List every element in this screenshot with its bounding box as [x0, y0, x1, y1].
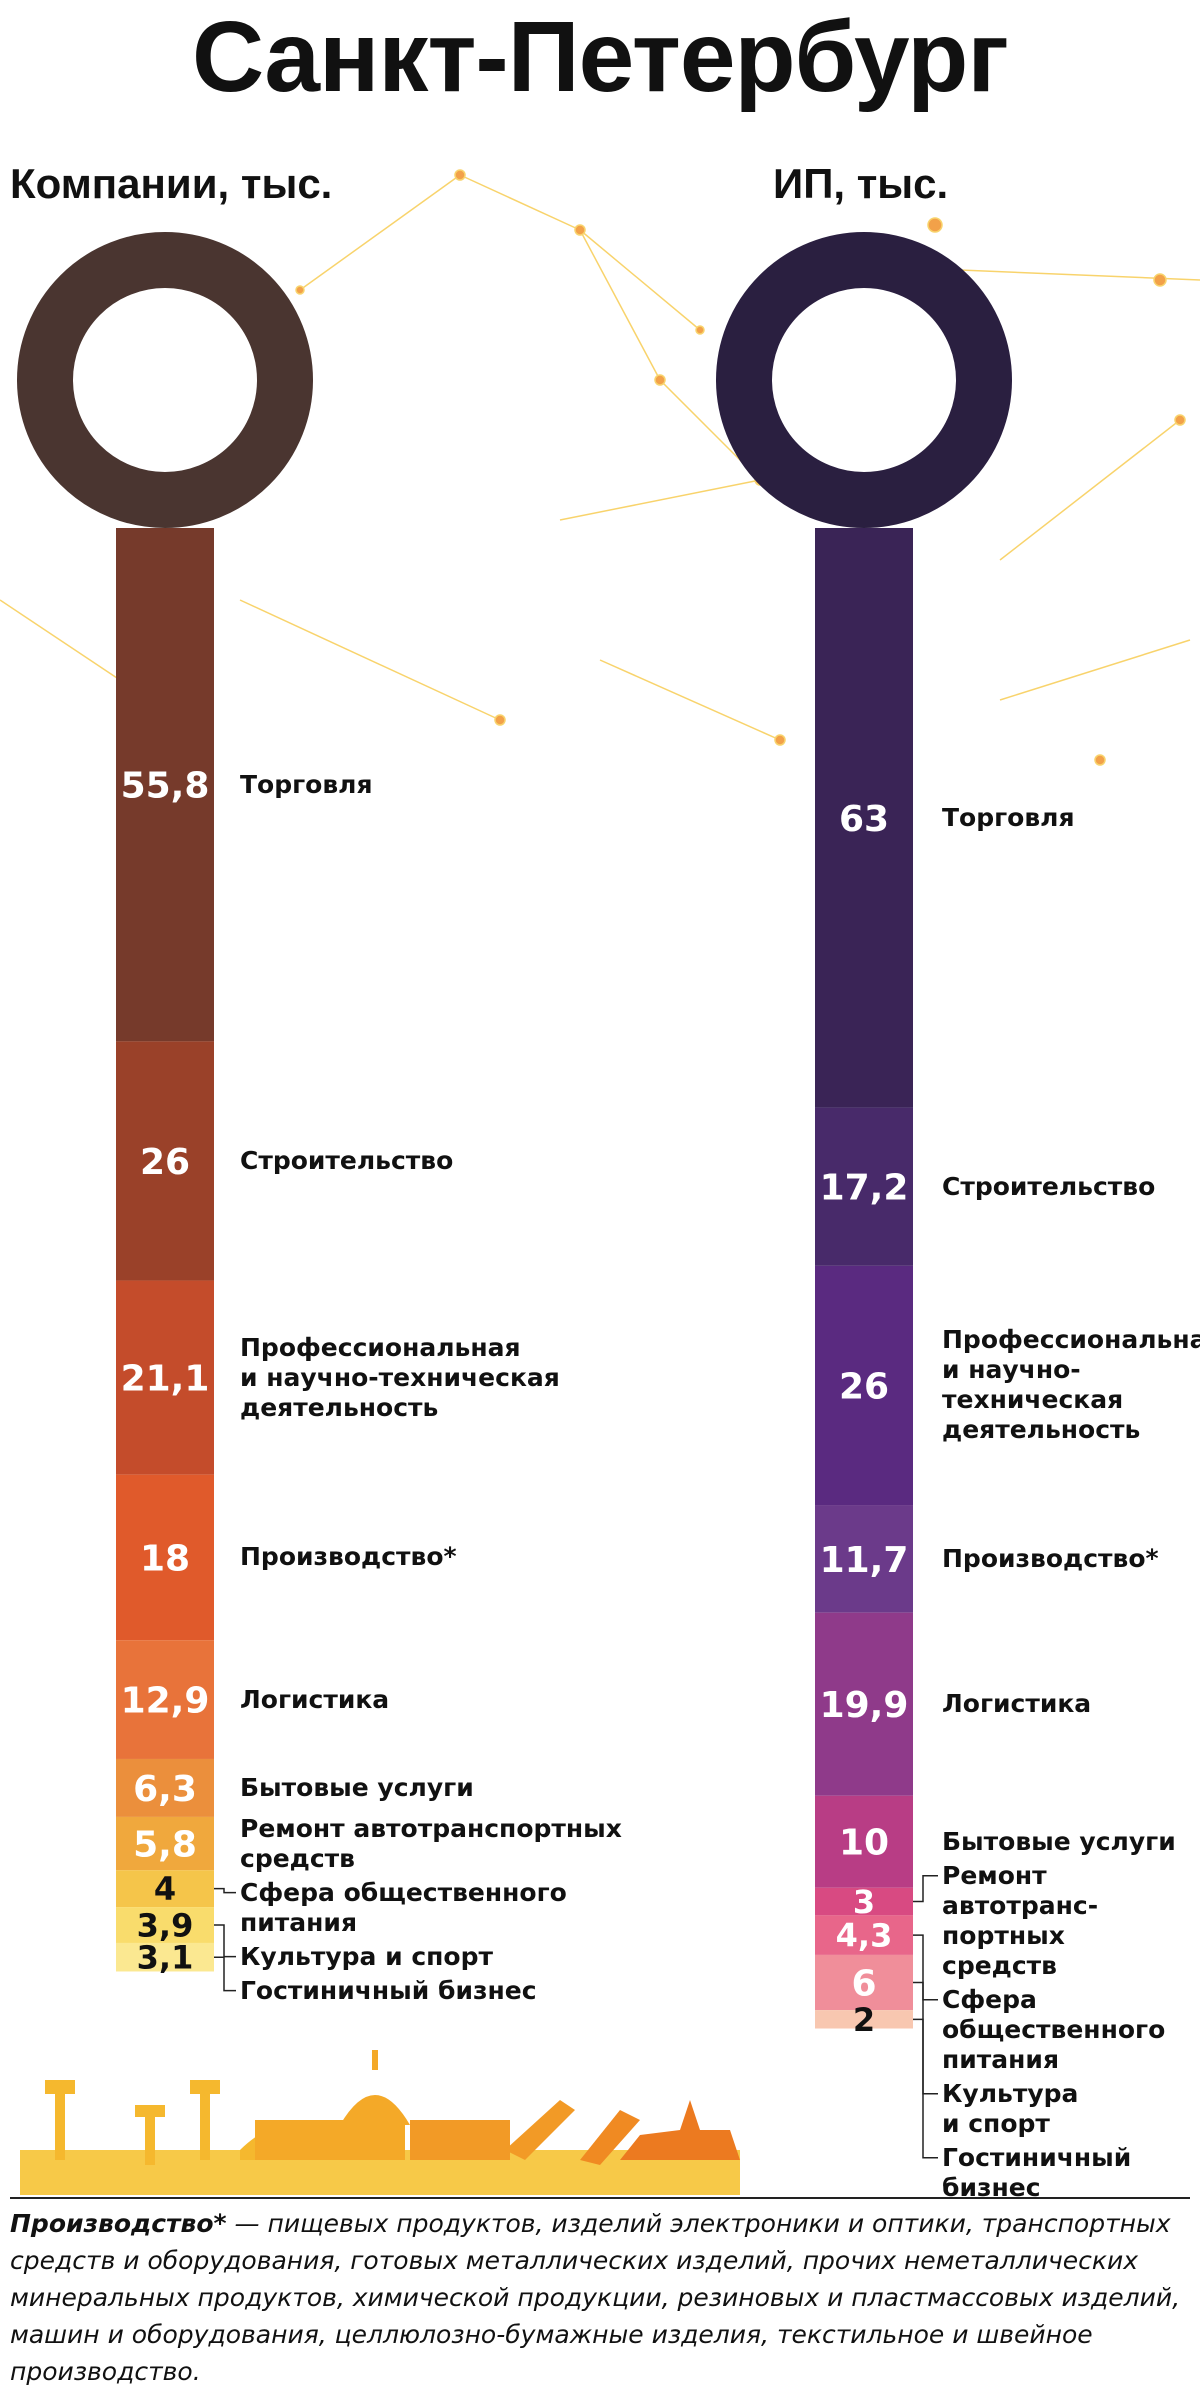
segment [116, 1870, 214, 1908]
category-label: Производство* [240, 1542, 457, 1572]
segment [815, 1505, 913, 1613]
ring [716, 232, 1012, 528]
value-label: 63 [839, 799, 889, 840]
footnote-text: — пищевых продуктов, изделий электроники… [10, 2209, 1181, 2386]
category-label: Гостиничный бизнес [240, 1975, 537, 2005]
category-label: Ремонт автотранс- портных средств [942, 1860, 1099, 1980]
chart-title: Компании, тыс. [10, 160, 333, 207]
segment [116, 1474, 214, 1641]
value-label: 3,1 [137, 1939, 194, 1977]
value-label: 18 [140, 1538, 190, 1579]
segment [815, 1107, 913, 1266]
category-label: Производство* [942, 1543, 1159, 1573]
value-label: 3,9 [137, 1907, 194, 1945]
category-label: Культура и спорт [240, 1941, 493, 1971]
segment [815, 1915, 913, 1955]
value-label: 55,8 [121, 766, 210, 807]
value-label: 5,8 [133, 1825, 197, 1866]
segment [116, 1041, 214, 1281]
footnote-term: Производство* [10, 2209, 227, 2238]
skyline [20, 2050, 740, 2195]
segment [815, 1795, 913, 1888]
category-label: Сфера общественного питания [942, 1984, 1166, 2074]
category-label: Строительство [942, 1171, 1156, 1201]
category-label: Бытовые услуги [240, 1772, 474, 1802]
leader-line [214, 1924, 236, 1958]
value-label: 4 [154, 1870, 176, 1908]
segment [116, 1280, 214, 1475]
value-label: 19,9 [820, 1685, 909, 1726]
footnote: Производство* — пищевых продуктов, издел… [10, 2205, 1190, 2390]
category-label: Профессиональная и научно-техническая де… [240, 1332, 560, 1422]
segment [815, 1887, 913, 1916]
value-label: 12,9 [121, 1681, 210, 1722]
segment [116, 528, 214, 1042]
chart-title: ИП, тыс. [773, 160, 949, 207]
value-label: 17,2 [820, 1168, 909, 1209]
value-label: 11,7 [820, 1540, 909, 1581]
segment [116, 1816, 214, 1871]
segment [815, 1954, 913, 2011]
category-label: Профессиональная и научно- техническая д… [942, 1325, 1200, 1445]
category-label: Строительство [240, 1145, 454, 1175]
segment [815, 528, 913, 1108]
category-label: Ремонт автотранспортных средств [240, 1813, 622, 1873]
category-label: Сфера общественного питания [240, 1877, 567, 1937]
leader-line [214, 1956, 236, 1992]
segment [116, 1942, 214, 1972]
category-label: Торговля [240, 769, 373, 799]
value-label: 6,3 [133, 1769, 197, 1810]
segment [815, 1265, 913, 1506]
page-title: Санкт-Петербург [191, 1, 1009, 113]
segment [815, 1612, 913, 1796]
leader-line [913, 2018, 938, 2159]
category-label: Логистика [240, 1684, 390, 1714]
leader-line [913, 1934, 938, 2001]
category-label: Торговля [942, 802, 1075, 832]
value-label: 10 [839, 1823, 889, 1864]
segment [815, 2010, 913, 2029]
segment [116, 1907, 214, 1943]
value-label: 21,1 [121, 1359, 210, 1400]
segment [116, 1758, 214, 1817]
value-label: 3 [853, 1883, 875, 1921]
leader-line [214, 1887, 236, 1894]
category-label: Культура и спорт [942, 2078, 1079, 2138]
value-label: 26 [140, 1142, 190, 1183]
leader-line [913, 1875, 938, 1903]
category-label: Логистика [942, 1689, 1092, 1719]
value-label: 26 [839, 1366, 889, 1407]
value-label: 6 [851, 1963, 876, 2004]
value-label: 2 [853, 2001, 875, 2039]
segment [116, 1640, 214, 1759]
ring [17, 232, 313, 528]
category-label: Бытовые услуги [942, 1826, 1176, 1856]
category-label: Гостиничный бизнес [942, 2142, 1132, 2202]
value-label: 4,3 [836, 1917, 893, 1955]
